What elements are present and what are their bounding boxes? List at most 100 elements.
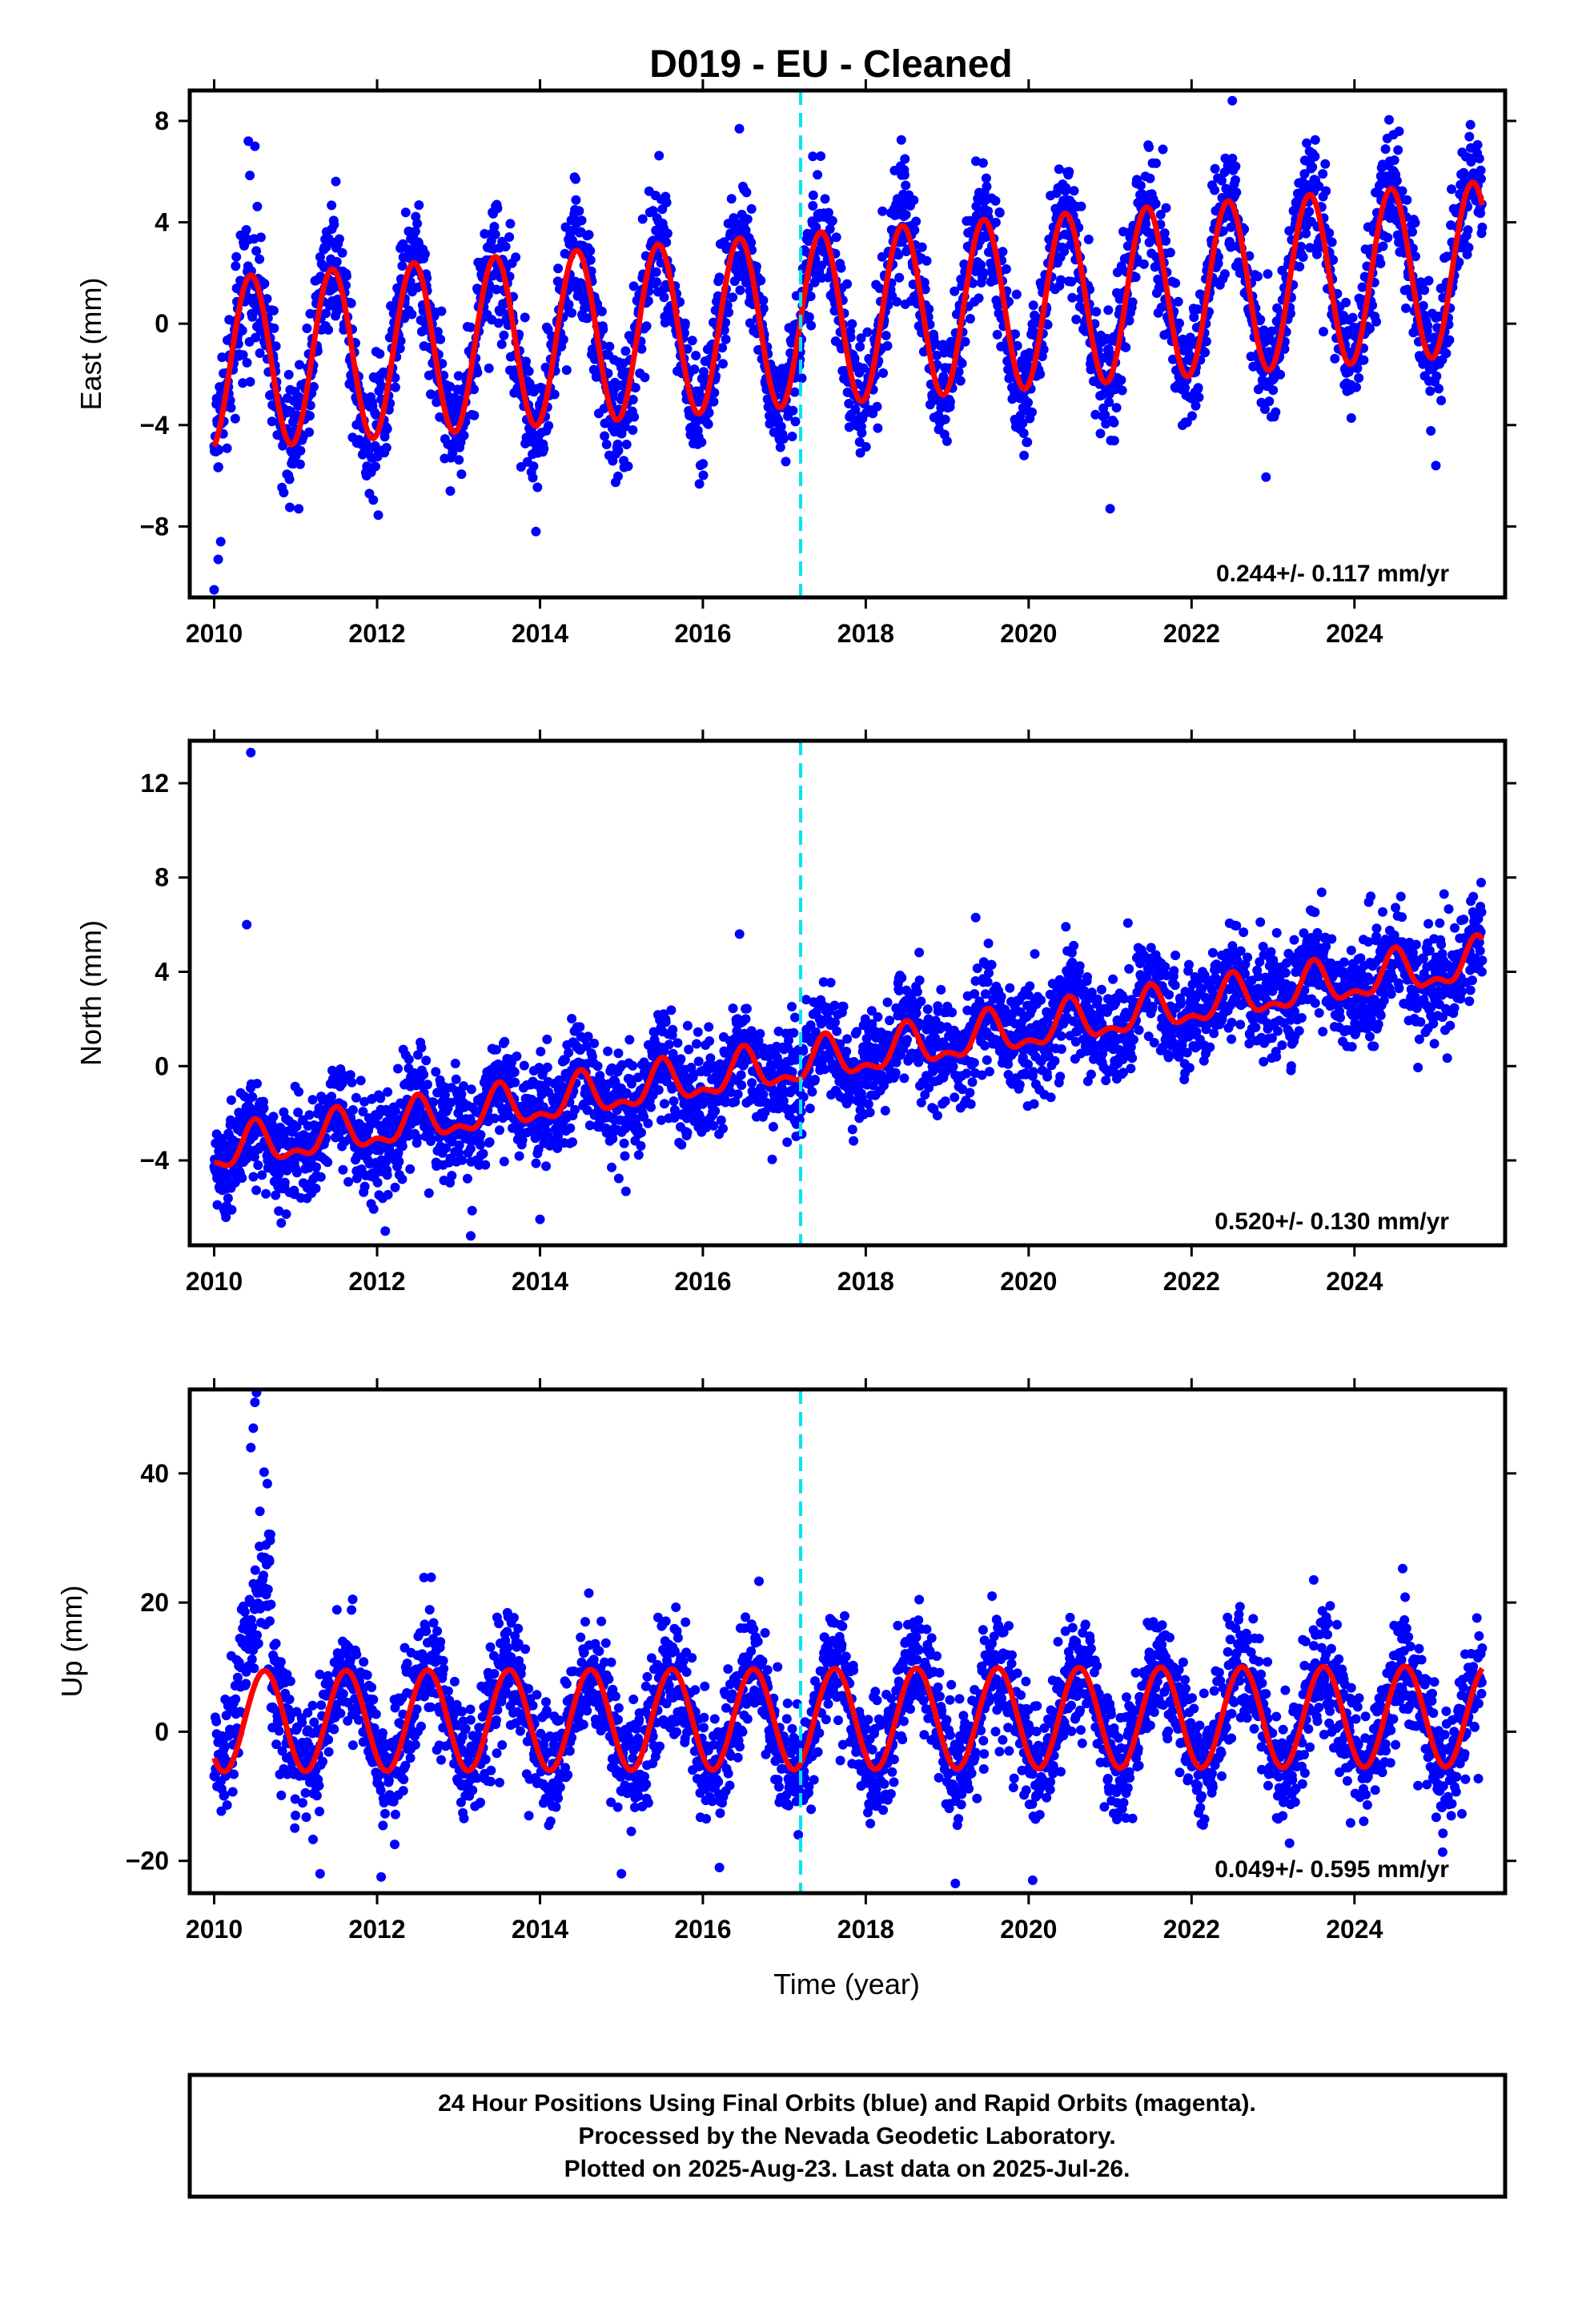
data-point: [1231, 175, 1240, 185]
data-point: [1454, 257, 1464, 267]
y-tick-label: 8: [155, 107, 169, 135]
data-point: [629, 412, 640, 422]
data-point: [805, 1104, 815, 1114]
data-point: [259, 279, 270, 289]
data-point: [466, 1084, 476, 1095]
data-point: [1425, 386, 1435, 396]
data-point: [881, 331, 891, 340]
data-point: [820, 194, 830, 204]
data-point: [252, 1079, 262, 1089]
data-point: [673, 1038, 683, 1048]
data-point: [709, 388, 720, 398]
data-point: [440, 1082, 450, 1092]
data-point: [863, 1099, 873, 1109]
data-point: [1180, 383, 1191, 393]
data-point: [957, 358, 967, 368]
data-point: [716, 1115, 726, 1125]
data-point: [345, 1070, 355, 1080]
data-point: [643, 1118, 653, 1128]
data-point: [1378, 241, 1388, 251]
data-point: [813, 170, 823, 180]
data-point: [400, 207, 411, 218]
data-point: [709, 1120, 719, 1131]
data-point: [410, 227, 420, 236]
data-point: [825, 978, 836, 987]
data-point: [495, 1125, 504, 1136]
data-point: [1371, 316, 1381, 327]
data-point: [311, 1162, 321, 1172]
data-point: [789, 387, 800, 397]
data-point: [621, 440, 632, 449]
data-point: [329, 219, 339, 230]
data-point: [604, 341, 615, 352]
data-point: [291, 1168, 302, 1178]
data-point: [341, 271, 351, 281]
data-point: [1261, 472, 1271, 482]
data-point: [1347, 312, 1358, 323]
data-point: [994, 207, 1005, 218]
data-point: [222, 443, 232, 453]
data-point: [252, 201, 263, 211]
data-point: [855, 342, 865, 352]
data-point: [841, 1047, 852, 1056]
data-point: [293, 1108, 303, 1118]
data-point: [654, 151, 665, 161]
data-point: [496, 339, 507, 349]
data-point: [542, 1062, 552, 1072]
data-point: [375, 348, 385, 359]
data-point: [1302, 138, 1312, 148]
data-point: [500, 1036, 510, 1047]
data-point: [1158, 144, 1168, 155]
data-point: [351, 1092, 361, 1103]
data-point: [445, 381, 456, 392]
data-point: [758, 296, 769, 306]
data-point: [718, 359, 728, 369]
data-point: [1295, 262, 1305, 271]
data-point: [583, 1031, 593, 1042]
data-point: [1476, 165, 1486, 175]
data-point: [656, 1115, 666, 1125]
data-point: [721, 1097, 731, 1108]
data-point: [247, 1092, 258, 1102]
data-point: [568, 1137, 577, 1148]
data-point: [1201, 336, 1211, 347]
data-point: [1091, 307, 1102, 317]
data-point: [1161, 235, 1171, 246]
data-point: [255, 254, 265, 264]
data-point: [1127, 297, 1138, 308]
data-point: [436, 306, 447, 316]
data-point: [1426, 426, 1436, 436]
data-point: [1312, 249, 1322, 259]
data-point: [781, 456, 791, 467]
data-point: [448, 448, 458, 458]
data-point: [1022, 437, 1033, 448]
data-point: [532, 482, 543, 493]
data-point: [267, 416, 277, 427]
data-point: [798, 1092, 809, 1102]
data-point: [1476, 174, 1486, 184]
data-point: [734, 123, 745, 134]
data-point: [440, 1090, 450, 1100]
data-point: [558, 335, 568, 344]
data-point: [596, 1077, 607, 1088]
data-point: [512, 1051, 522, 1061]
data-point: [295, 360, 304, 370]
data-point: [567, 1014, 577, 1023]
data-point: [849, 1136, 859, 1146]
data-point: [691, 351, 701, 360]
data-point: [721, 334, 731, 344]
data-point: [1095, 428, 1106, 439]
data-point: [613, 1173, 624, 1184]
data-point: [412, 1132, 423, 1143]
data-point: [1220, 153, 1231, 163]
data-point: [806, 320, 817, 331]
data-point: [1383, 232, 1393, 243]
data-point: [746, 237, 757, 247]
data-point: [641, 321, 652, 332]
outlier-point: [1431, 460, 1441, 471]
data-point: [375, 1093, 386, 1104]
data-point: [976, 259, 986, 270]
data-point: [1090, 409, 1101, 420]
data-point: [368, 495, 379, 505]
